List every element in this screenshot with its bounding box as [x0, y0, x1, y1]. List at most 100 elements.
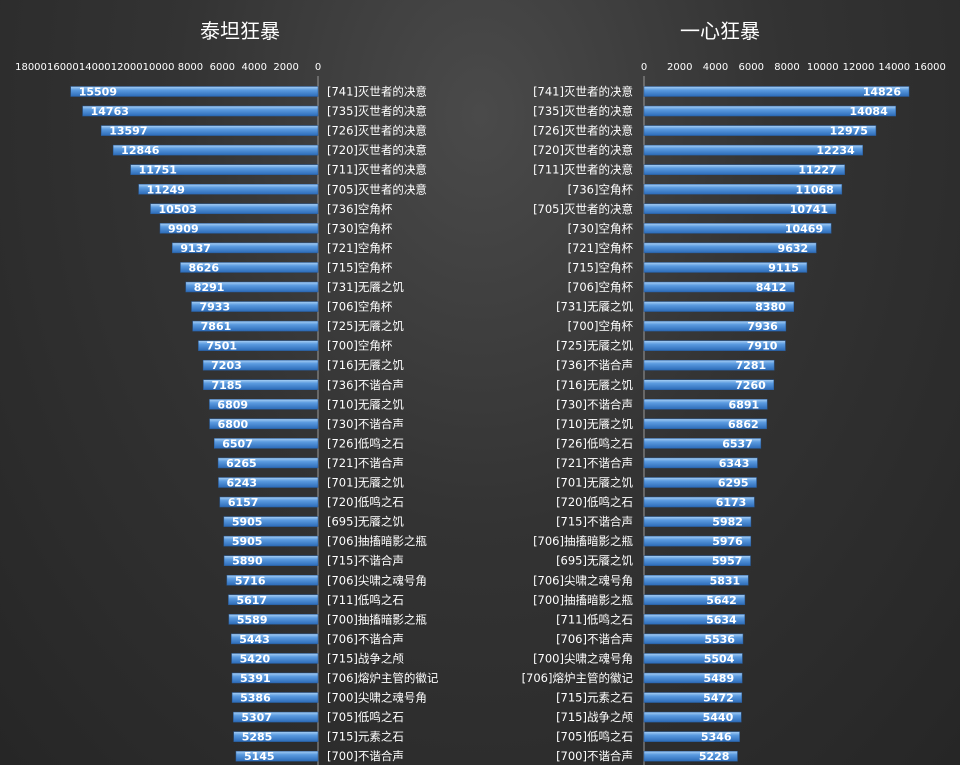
left-category-label: [711]低鸣之石 [327, 593, 404, 607]
right-category-label: [725]无餍之饥 [556, 339, 633, 353]
right-bar-value-label: 12234 [816, 144, 855, 157]
right-bar [643, 750, 738, 762]
left-bar-value-label: 14763 [91, 105, 129, 118]
left-bar-value-label: 7203 [211, 359, 242, 372]
left-x-tick-label: 12000 [111, 62, 143, 73]
left-bar-value-label: 6809 [217, 398, 248, 411]
right-x-tick-label: 12000 [843, 62, 875, 73]
left-bar-value-label: 5905 [232, 535, 263, 548]
left-category-label: [715]元素之石 [327, 730, 404, 744]
left-bar-value-label: 7501 [206, 340, 237, 353]
left-category-label: [736]不谐合声 [327, 378, 404, 392]
left-category-label: [741]灭世者的决意 [327, 85, 427, 99]
left-category-label: [706]尖啸之魂号角 [327, 573, 427, 587]
right-bar [643, 359, 775, 371]
right-x-tick-label: 2000 [667, 62, 692, 73]
left-bar-value-label: 5391 [240, 672, 271, 685]
right-category-label: [700]空角杯 [568, 319, 634, 333]
right-category-label: [736]空角杯 [568, 182, 634, 196]
right-category-labels: [741]灭世者的决意 [735]灭世者的决意 [726]灭世者的决意 [720]灭世… [522, 85, 634, 764]
left-category-label: [701]无餍之饥 [327, 476, 404, 490]
left-bar-value-label: 8626 [188, 261, 219, 274]
left-bar [226, 575, 319, 586]
right-bar [643, 125, 877, 136]
right-bar-value-label: 5489 [703, 672, 734, 685]
left-category-label: [706]熔炉主管的徽记 [327, 671, 439, 685]
left-bar [219, 496, 319, 508]
right-category-label: [705]灭世者的决意 [533, 202, 633, 216]
left-bar-value-label: 5386 [240, 692, 271, 705]
left-category-label: [715]空角杯 [327, 260, 393, 274]
right-x-tick-label: 6000 [739, 62, 764, 73]
right-bar [643, 242, 817, 254]
left-bar-value-label: 15509 [79, 86, 117, 99]
right-x-tick-label: 0 [641, 62, 647, 73]
left-bar [172, 242, 319, 254]
right-category-label: [736]不谐合声 [556, 358, 633, 372]
right-category-label: [700]抽搐暗影之瓶 [533, 593, 633, 607]
left-bar-value-label: 5443 [239, 633, 270, 646]
left-category-label: [736]空角杯 [327, 202, 393, 216]
right-bar [643, 379, 775, 390]
left-bar-value-label: 5307 [241, 711, 272, 724]
right-chart-title: 一心狂暴 [680, 19, 760, 43]
left-x-tick-label: 18000 [15, 62, 47, 73]
left-bar-value-label: 5890 [232, 555, 263, 568]
left-bar [191, 301, 319, 312]
right-category-label: [715]不谐合声 [556, 515, 633, 529]
left-category-label: [731]无餍之饥 [327, 280, 404, 294]
left-bar [159, 223, 319, 234]
right-bar [643, 555, 751, 566]
right-category-label: [726]低鸣之石 [556, 436, 633, 450]
right-category-label: [706]不谐合声 [556, 632, 633, 646]
right-bar [643, 477, 757, 488]
left-bar [82, 105, 319, 117]
right-bar-value-label: 5536 [704, 633, 735, 646]
left-x-tick-label: 4000 [241, 62, 266, 73]
right-bar [643, 711, 742, 723]
left-bar [202, 359, 319, 371]
left-bar [150, 203, 319, 215]
left-category-label: [695]无餍之饥 [327, 515, 404, 529]
left-bar-value-label: 5716 [235, 574, 266, 587]
left-bar-value-label: 5589 [237, 613, 268, 626]
right-bar-value-label: 14084 [849, 105, 888, 118]
left-category-label: [700]尖啸之魂号角 [327, 691, 427, 705]
right-bar [643, 653, 743, 664]
left-category-label: [730]空角杯 [327, 221, 393, 235]
right-bar-value-label: 7936 [747, 320, 778, 333]
right-bar-value-label: 5831 [710, 574, 741, 587]
left-category-label: [700]不谐合声 [327, 749, 404, 763]
right-bar-value-label: 5642 [706, 594, 737, 607]
left-category-label: [711]灭世者的决意 [327, 163, 427, 177]
left-bar [185, 281, 319, 293]
left-x-tick-label: 2000 [273, 62, 298, 73]
left-bar [223, 555, 319, 566]
right-bar-value-label: 5957 [712, 555, 743, 568]
right-bar-value-label: 5346 [701, 731, 732, 744]
left-category-label: [720]低鸣之石 [327, 495, 404, 509]
left-x-tick-label: 8000 [178, 62, 203, 73]
right-bar-value-label: 5440 [703, 711, 734, 724]
right-bar-value-label: 5976 [712, 535, 743, 548]
right-category-label: [706]熔炉主管的徽记 [522, 671, 634, 685]
right-category-label: [701]无餍之饥 [556, 476, 633, 490]
left-bar-value-label: 5145 [244, 750, 275, 763]
right-bar-value-label: 6295 [718, 477, 749, 490]
right-bar [643, 399, 768, 410]
right-bar [643, 516, 752, 527]
right-bar-value-label: 8380 [755, 301, 786, 314]
left-bar [233, 731, 319, 742]
right-category-label: [715]战争之颅 [556, 710, 633, 724]
right-category-label: [726]灭世者的决意 [533, 124, 633, 138]
left-bar [223, 535, 319, 547]
right-category-label: [706]抽搐暗影之瓶 [533, 534, 633, 548]
left-category-label: [706]空角杯 [327, 300, 393, 314]
right-bar-value-label: 11227 [798, 164, 836, 177]
left-category-label: [726]低鸣之石 [327, 436, 404, 450]
right-category-label: [700]不谐合声 [556, 749, 633, 763]
right-category-label: [720]低鸣之石 [556, 495, 633, 509]
left-bar [130, 164, 319, 175]
right-category-label: [735]灭世者的决意 [533, 104, 633, 118]
right-bar [643, 203, 837, 215]
